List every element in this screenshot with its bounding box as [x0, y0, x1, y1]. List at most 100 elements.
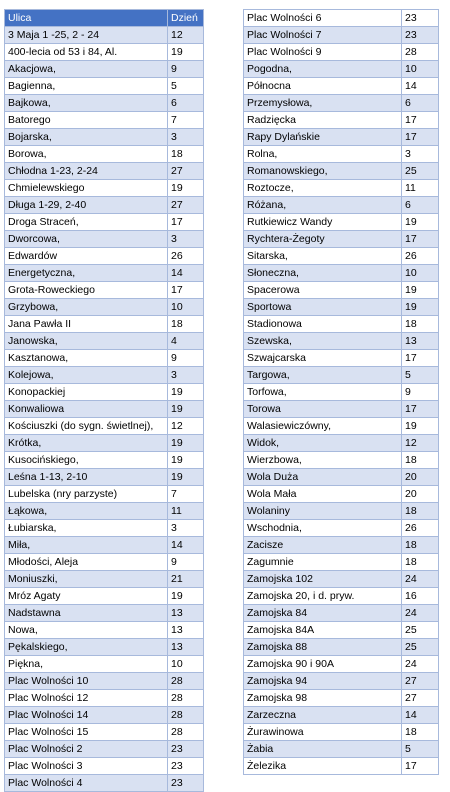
- day-cell: 21: [167, 570, 204, 588]
- table-row: Borowa, 18: [4, 145, 204, 163]
- street-name-cell: Chmielewskiego: [4, 179, 168, 197]
- day-cell: 3: [167, 519, 204, 537]
- table-row: Grota-Roweckiego 17: [4, 281, 204, 299]
- street-name-cell: Kolejowa,: [4, 366, 168, 384]
- day-cell: 11: [401, 179, 439, 197]
- street-name-cell: Bajkowa,: [4, 94, 168, 112]
- street-name-cell: Piękna,: [4, 655, 168, 673]
- day-cell: 17: [401, 111, 439, 129]
- day-cell: 16: [401, 587, 439, 605]
- table-row: Widok, 12: [243, 434, 439, 452]
- day-cell: 14: [167, 264, 204, 282]
- street-name-cell: Mróz Agaty: [4, 587, 168, 605]
- street-name-cell: Łubiarska,: [4, 519, 168, 537]
- day-cell: 26: [167, 247, 204, 265]
- day-cell: 12: [167, 417, 204, 435]
- day-cell: 26: [401, 519, 439, 537]
- street-name-cell: Zamojska 98: [243, 689, 402, 707]
- day-cell: 6: [167, 94, 204, 112]
- street-name-cell: Krótka,: [4, 434, 168, 452]
- street-name-cell: Plac Wolności 4: [4, 774, 168, 792]
- street-name-cell: Zamojska 20, i d. pryw.: [243, 587, 402, 605]
- street-name-cell: Plac Wolności 6: [243, 9, 402, 27]
- street-name-cell: Walasiewiczówny,: [243, 417, 402, 435]
- table-row: Kolejowa, 3: [4, 366, 204, 384]
- table-row: Konwaliowa 19: [4, 400, 204, 418]
- street-name-cell: Żabia: [243, 740, 402, 758]
- day-cell: 25: [401, 621, 439, 639]
- table-row: Torfowa, 9: [243, 383, 439, 401]
- street-name-cell: Radzięcka: [243, 111, 402, 129]
- table-row: Akacjowa, 9: [4, 60, 204, 78]
- street-name-cell: Spacerowa: [243, 281, 402, 299]
- street-name-cell: Przemysłowa,: [243, 94, 402, 112]
- table-row: Plac Wolności 7 23: [243, 26, 439, 44]
- table-row: Targowa, 5: [243, 366, 439, 384]
- day-cell: 5: [401, 366, 439, 384]
- day-cell: 17: [167, 213, 204, 231]
- day-cell: 13: [401, 332, 439, 350]
- column-header-day: Dzień: [167, 9, 204, 27]
- street-name-cell: Rapy Dylańskie: [243, 128, 402, 146]
- street-name-cell: Kusocińskiego,: [4, 451, 168, 469]
- table-row: Lubelska (nry parzyste) 7: [4, 485, 204, 503]
- table-row: Edwardów 26: [4, 247, 204, 265]
- day-cell: 10: [167, 655, 204, 673]
- day-cell: 19: [167, 400, 204, 418]
- street-name-cell: Dworcowa,: [4, 230, 168, 248]
- day-cell: 6: [401, 196, 439, 214]
- table-row: Pogodna, 10: [243, 60, 439, 78]
- day-cell: 17: [401, 230, 439, 248]
- street-name-cell: Północna: [243, 77, 402, 95]
- day-cell: 13: [167, 638, 204, 656]
- table-row: Zagumnie 18: [243, 553, 439, 571]
- street-name-cell: Jana Pawła II: [4, 315, 168, 333]
- table-row: Zamojska 88 25: [243, 638, 439, 656]
- street-name-cell: Plac Wolności 14: [4, 706, 168, 724]
- day-cell: 19: [167, 434, 204, 452]
- day-cell: 28: [401, 43, 439, 61]
- street-name-cell: Plac Wolności 12: [4, 689, 168, 707]
- table-row: Droga Straceń, 17: [4, 213, 204, 231]
- street-name-cell: Edwardów: [4, 247, 168, 265]
- street-name-cell: Miła,: [4, 536, 168, 554]
- street-name-cell: Nowa,: [4, 621, 168, 639]
- table-row: Łąkowa, 11: [4, 502, 204, 520]
- day-cell: 3: [167, 230, 204, 248]
- table-row: Przemysłowa, 6: [243, 94, 439, 112]
- table-row: Wschodnia, 26: [243, 519, 439, 537]
- table-row: Północna 14: [243, 77, 439, 95]
- table-row: Moniuszki, 21: [4, 570, 204, 588]
- day-cell: 7: [167, 485, 204, 503]
- table-row: Wolaniny 18: [243, 502, 439, 520]
- day-cell: 25: [401, 162, 439, 180]
- table-row: Szwajcarska 17: [243, 349, 439, 367]
- day-cell: 14: [401, 706, 439, 724]
- table-row: Młodości, Aleja 9: [4, 553, 204, 571]
- street-name-cell: Plac Wolności 3: [4, 757, 168, 775]
- table-row: Zamojska 102 24: [243, 570, 439, 588]
- street-name-cell: Zagumnie: [243, 553, 402, 571]
- table-row: Plac Wolności 4 23: [4, 774, 204, 792]
- day-cell: 17: [401, 757, 439, 775]
- street-name-cell: Różana,: [243, 196, 402, 214]
- street-name-cell: Chłodna 1-23, 2-24: [4, 162, 168, 180]
- table-row: Plac Wolności 12 28: [4, 689, 204, 707]
- table-row: Zamojska 84A 25: [243, 621, 439, 639]
- day-cell: 19: [401, 213, 439, 231]
- street-name-cell: Kościuszki (do sygn. świetlnej),: [4, 417, 168, 435]
- table-row: Zamojska 20, i d. pryw. 16: [243, 587, 439, 605]
- street-name-cell: Batorego: [4, 111, 168, 129]
- day-cell: 13: [167, 604, 204, 622]
- street-name-cell: Nadstawna: [4, 604, 168, 622]
- table-row: Kusocińskiego, 19: [4, 451, 204, 469]
- day-cell: 23: [167, 774, 204, 792]
- street-name-cell: Łąkowa,: [4, 502, 168, 520]
- street-name-cell: Szewska,: [243, 332, 402, 350]
- street-name-cell: Torowa: [243, 400, 402, 418]
- day-cell: 23: [401, 9, 439, 27]
- day-cell: 24: [401, 604, 439, 622]
- street-name-cell: Zamojska 84A: [243, 621, 402, 639]
- day-cell: 19: [401, 298, 439, 316]
- street-name-cell: Janowska,: [4, 332, 168, 350]
